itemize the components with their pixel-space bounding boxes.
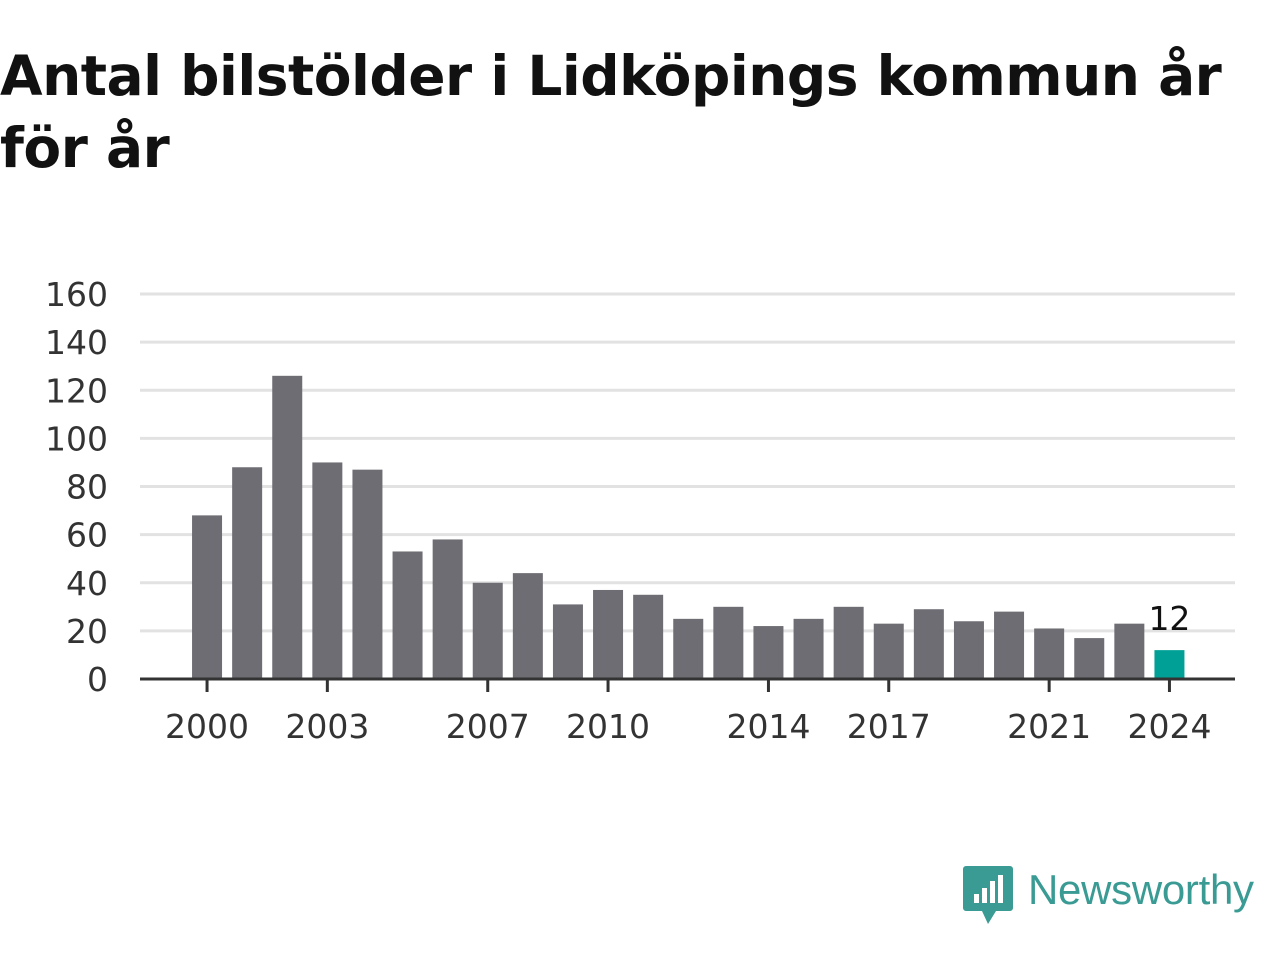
y-tick-label: 160 xyxy=(45,275,108,314)
newsworthy-logo: Newsworthy xyxy=(962,864,1254,928)
bar xyxy=(432,539,463,679)
x-tick-label: 2021 xyxy=(1007,707,1091,746)
bar xyxy=(833,606,864,679)
bar xyxy=(953,621,984,679)
gridlines xyxy=(140,292,1235,633)
bar xyxy=(673,618,704,679)
bar xyxy=(1074,638,1105,679)
bar xyxy=(272,375,303,679)
x-tick-label: 2024 xyxy=(1127,707,1211,746)
newsworthy-bar-chart-logo-icon xyxy=(963,866,1013,924)
bar xyxy=(472,582,503,679)
x-tick-label: 2014 xyxy=(726,707,810,746)
bar xyxy=(392,551,423,679)
x-axis-tick-labels: 2000 2003 2007 2010 2014 2017 2021 2024 xyxy=(165,707,1211,746)
bar xyxy=(1114,623,1145,679)
bar xyxy=(793,618,824,679)
x-tick-label: 2017 xyxy=(847,707,931,746)
bar xyxy=(593,589,624,679)
x-tick-label: 2003 xyxy=(285,707,369,746)
x-tick-label: 2000 xyxy=(165,707,249,746)
bar xyxy=(913,609,944,679)
bar xyxy=(232,467,263,679)
data-labels: 12 xyxy=(1148,599,1190,638)
highlighted-bar xyxy=(1154,650,1185,679)
brand-name: Newsworthy xyxy=(1028,866,1254,913)
y-axis-tick-labels: 0 20 40 60 80 100 120 140 160 xyxy=(45,275,108,699)
y-tick-label: 120 xyxy=(45,371,108,410)
y-tick-label: 60 xyxy=(66,516,108,555)
bar xyxy=(994,611,1025,679)
bar xyxy=(873,623,904,679)
y-tick-label: 100 xyxy=(45,419,108,458)
y-tick-label: 20 xyxy=(66,612,108,651)
bar xyxy=(312,462,343,679)
bar xyxy=(352,469,383,679)
y-tick-label: 40 xyxy=(66,564,108,603)
x-axis xyxy=(140,677,1235,692)
y-tick-label: 0 xyxy=(87,660,108,699)
bar xyxy=(753,626,784,679)
bar xyxy=(713,606,744,679)
x-tick-label: 2007 xyxy=(446,707,530,746)
data-label: 12 xyxy=(1148,599,1190,638)
chart-title: Antal bilstölder i Lidköpings kommun år … xyxy=(0,44,1222,180)
bars xyxy=(192,375,1185,679)
bar xyxy=(1034,628,1065,679)
x-tick-label: 2010 xyxy=(566,707,650,746)
bar xyxy=(552,604,583,679)
bar xyxy=(192,515,223,679)
y-tick-label: 140 xyxy=(45,323,108,362)
y-tick-label: 80 xyxy=(66,468,108,507)
bar xyxy=(633,594,664,679)
bar xyxy=(512,573,543,679)
